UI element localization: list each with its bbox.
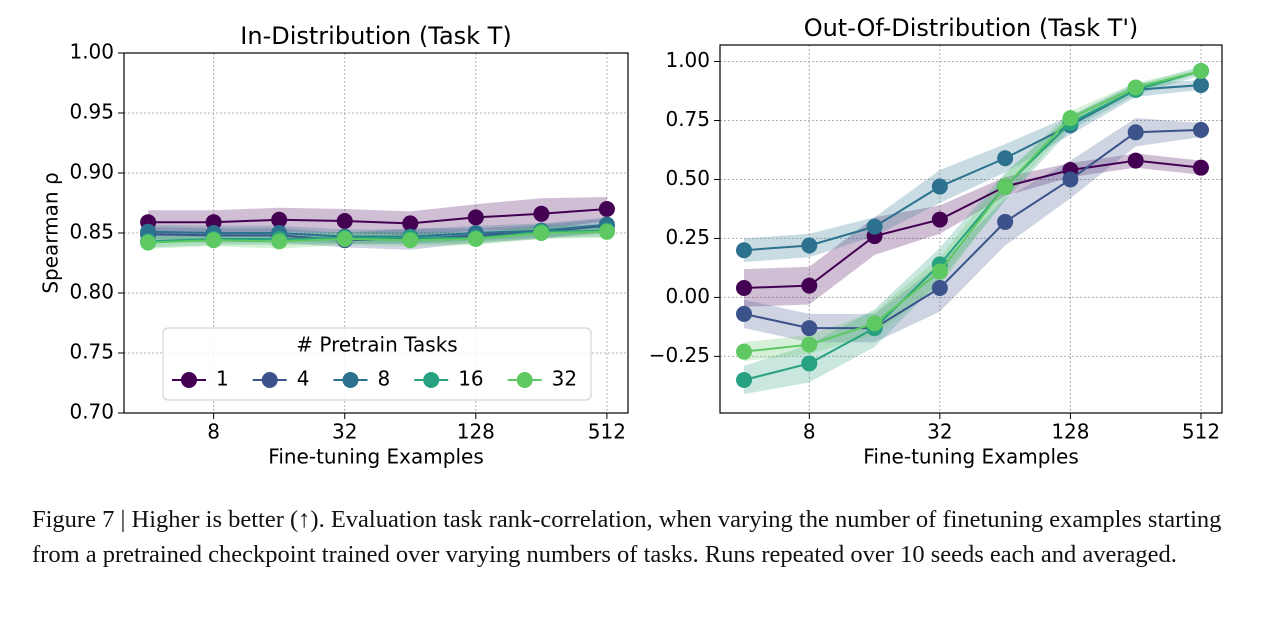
y-tick-label: 0.25 [665,225,710,249]
series-line [148,223,607,238]
series-line [743,159,1202,289]
x-tick-label: 128 [1051,420,1089,444]
marker [467,209,484,226]
axes-frame [719,44,1223,414]
error-band [744,80,1201,263]
legend-marker [423,372,440,388]
marker [1192,159,1209,176]
y-tick-label: 0.85 [69,220,114,244]
marker [1127,79,1144,96]
figure: 0.70 0.75 0.80 0.85 0.90 0.95 1.00 8 32 128 512 In-… [39,14,1223,469]
marker [1127,152,1144,169]
marker [931,279,948,296]
y-tick-label: 0.80 [69,280,114,304]
series-line [148,229,607,243]
marker [997,178,1014,195]
error-band [744,153,1201,307]
marker [866,315,883,332]
marker [533,205,550,222]
legend-label: 16 [458,367,483,391]
marker [1062,171,1079,188]
y-tick-label: 0.75 [69,340,114,364]
marker [1062,110,1079,127]
marker [140,234,157,251]
marker [801,336,818,353]
marker [931,263,948,280]
y-tick-label: 0.95 [69,100,114,124]
y-axis-label: Spearman ρ [39,172,63,293]
axes-frame [123,52,629,414]
y-tick-label: 0.75 [665,107,710,131]
marker [931,211,948,228]
x-tick-label: 512 [588,420,626,444]
x-axis-label: Fine-tuning Examples [268,445,483,469]
chart-title: Out-Of-Distribution (Task T') [804,14,1139,42]
marker [1192,77,1209,94]
legend-marker [516,372,533,388]
legend-label: 8 [377,367,390,391]
marker [271,211,288,228]
legend-label: 32 [552,367,577,391]
series-line [148,230,607,244]
error-band [148,197,607,236]
legend-title: # Pretrain Tasks [296,333,457,357]
y-tick-label: 0.50 [665,166,710,190]
marker [736,242,753,259]
marker [801,237,818,254]
y-tick-label: 0.00 [665,284,710,308]
marker [997,213,1014,230]
chart-title: In-Distribution (Task T) [240,22,511,50]
legend-marker [181,372,197,388]
plot-area [140,197,615,251]
series-line [148,208,607,225]
legend-label: 1 [216,367,229,391]
marker [931,178,948,195]
marker [402,232,419,249]
x-tick-label: 32 [332,420,357,444]
x-axis-label: Fine-tuning Examples [863,445,1078,469]
series-line [743,128,1202,330]
x-tick-label: 8 [803,420,816,444]
marker [336,213,353,229]
x-tick-label: 512 [1182,420,1220,444]
marker [736,371,753,388]
plot-area [736,62,1209,395]
marker [997,150,1014,167]
error-band [744,118,1201,343]
marker [205,232,222,249]
marker [866,218,883,235]
legend-marker [261,372,278,388]
y-tick-label: 0.90 [69,160,114,184]
marker [1127,124,1144,141]
legend-marker [342,372,359,388]
marker [598,223,615,240]
marker [402,215,419,232]
series-line [743,69,1202,353]
marker [533,225,550,241]
legend: # Pretrain Tasks 1 4 8 16 32 [162,327,592,401]
marker [801,320,818,337]
marker [271,233,288,250]
y-tick-label: −0.25 [649,343,710,367]
y-tick-label: 1.00 [69,40,114,64]
y-tick-label: 0.70 [69,400,114,424]
marker [598,201,615,217]
marker [1192,121,1209,138]
x-tick-label: 128 [457,420,495,444]
marker [736,305,753,322]
marker [801,277,818,294]
marker [801,355,818,372]
y-tick-label: 1.00 [665,48,710,72]
x-tick-label: 8 [207,420,220,444]
legend-label: 4 [297,367,310,391]
x-tick-label: 32 [927,420,952,444]
marker [1192,62,1209,79]
marker [736,279,753,296]
caption: Figure 7 | Higher is better (↑). Evaluat… [32,506,1222,568]
marker [736,343,753,360]
series-line [743,69,1202,381]
marker [336,231,353,247]
marker [467,231,484,247]
